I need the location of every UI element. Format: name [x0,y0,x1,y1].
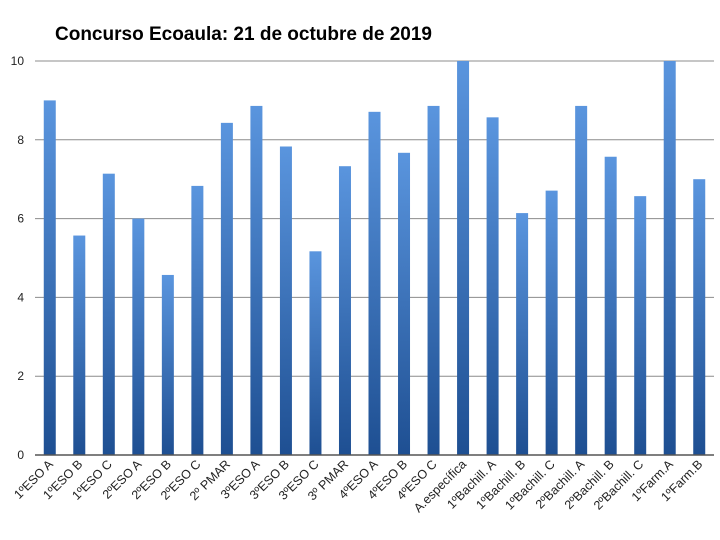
bar [250,105,263,455]
bar [279,146,292,456]
bar [338,166,351,455]
bar [102,173,115,455]
y-tick-label: 6 [17,212,24,226]
y-tick-label: 2 [17,369,24,383]
bar [486,117,499,455]
bar [693,179,706,455]
bar [398,152,411,455]
bar [309,251,322,455]
y-tick-label: 10 [11,54,25,68]
bar [427,105,440,455]
bar [516,213,529,455]
bar [43,100,56,456]
bar [220,122,233,455]
bar [73,235,86,455]
bar [457,61,470,455]
bar [368,111,381,456]
y-tick-label: 8 [17,133,24,147]
chart-title: Concurso Ecoaula: 21 de octubre de 2019 [55,24,432,45]
bar [604,156,617,455]
y-tick-label: 4 [17,290,24,304]
y-axis-ticks: 0 2 4 6 8 10 [11,54,25,462]
bar [663,61,676,455]
bar [545,190,558,455]
bar [161,274,174,455]
bar [132,218,145,455]
bars [43,61,706,456]
bar [575,105,588,455]
y-tick-label: 0 [17,448,24,462]
bar [634,196,647,455]
bar [191,185,204,455]
